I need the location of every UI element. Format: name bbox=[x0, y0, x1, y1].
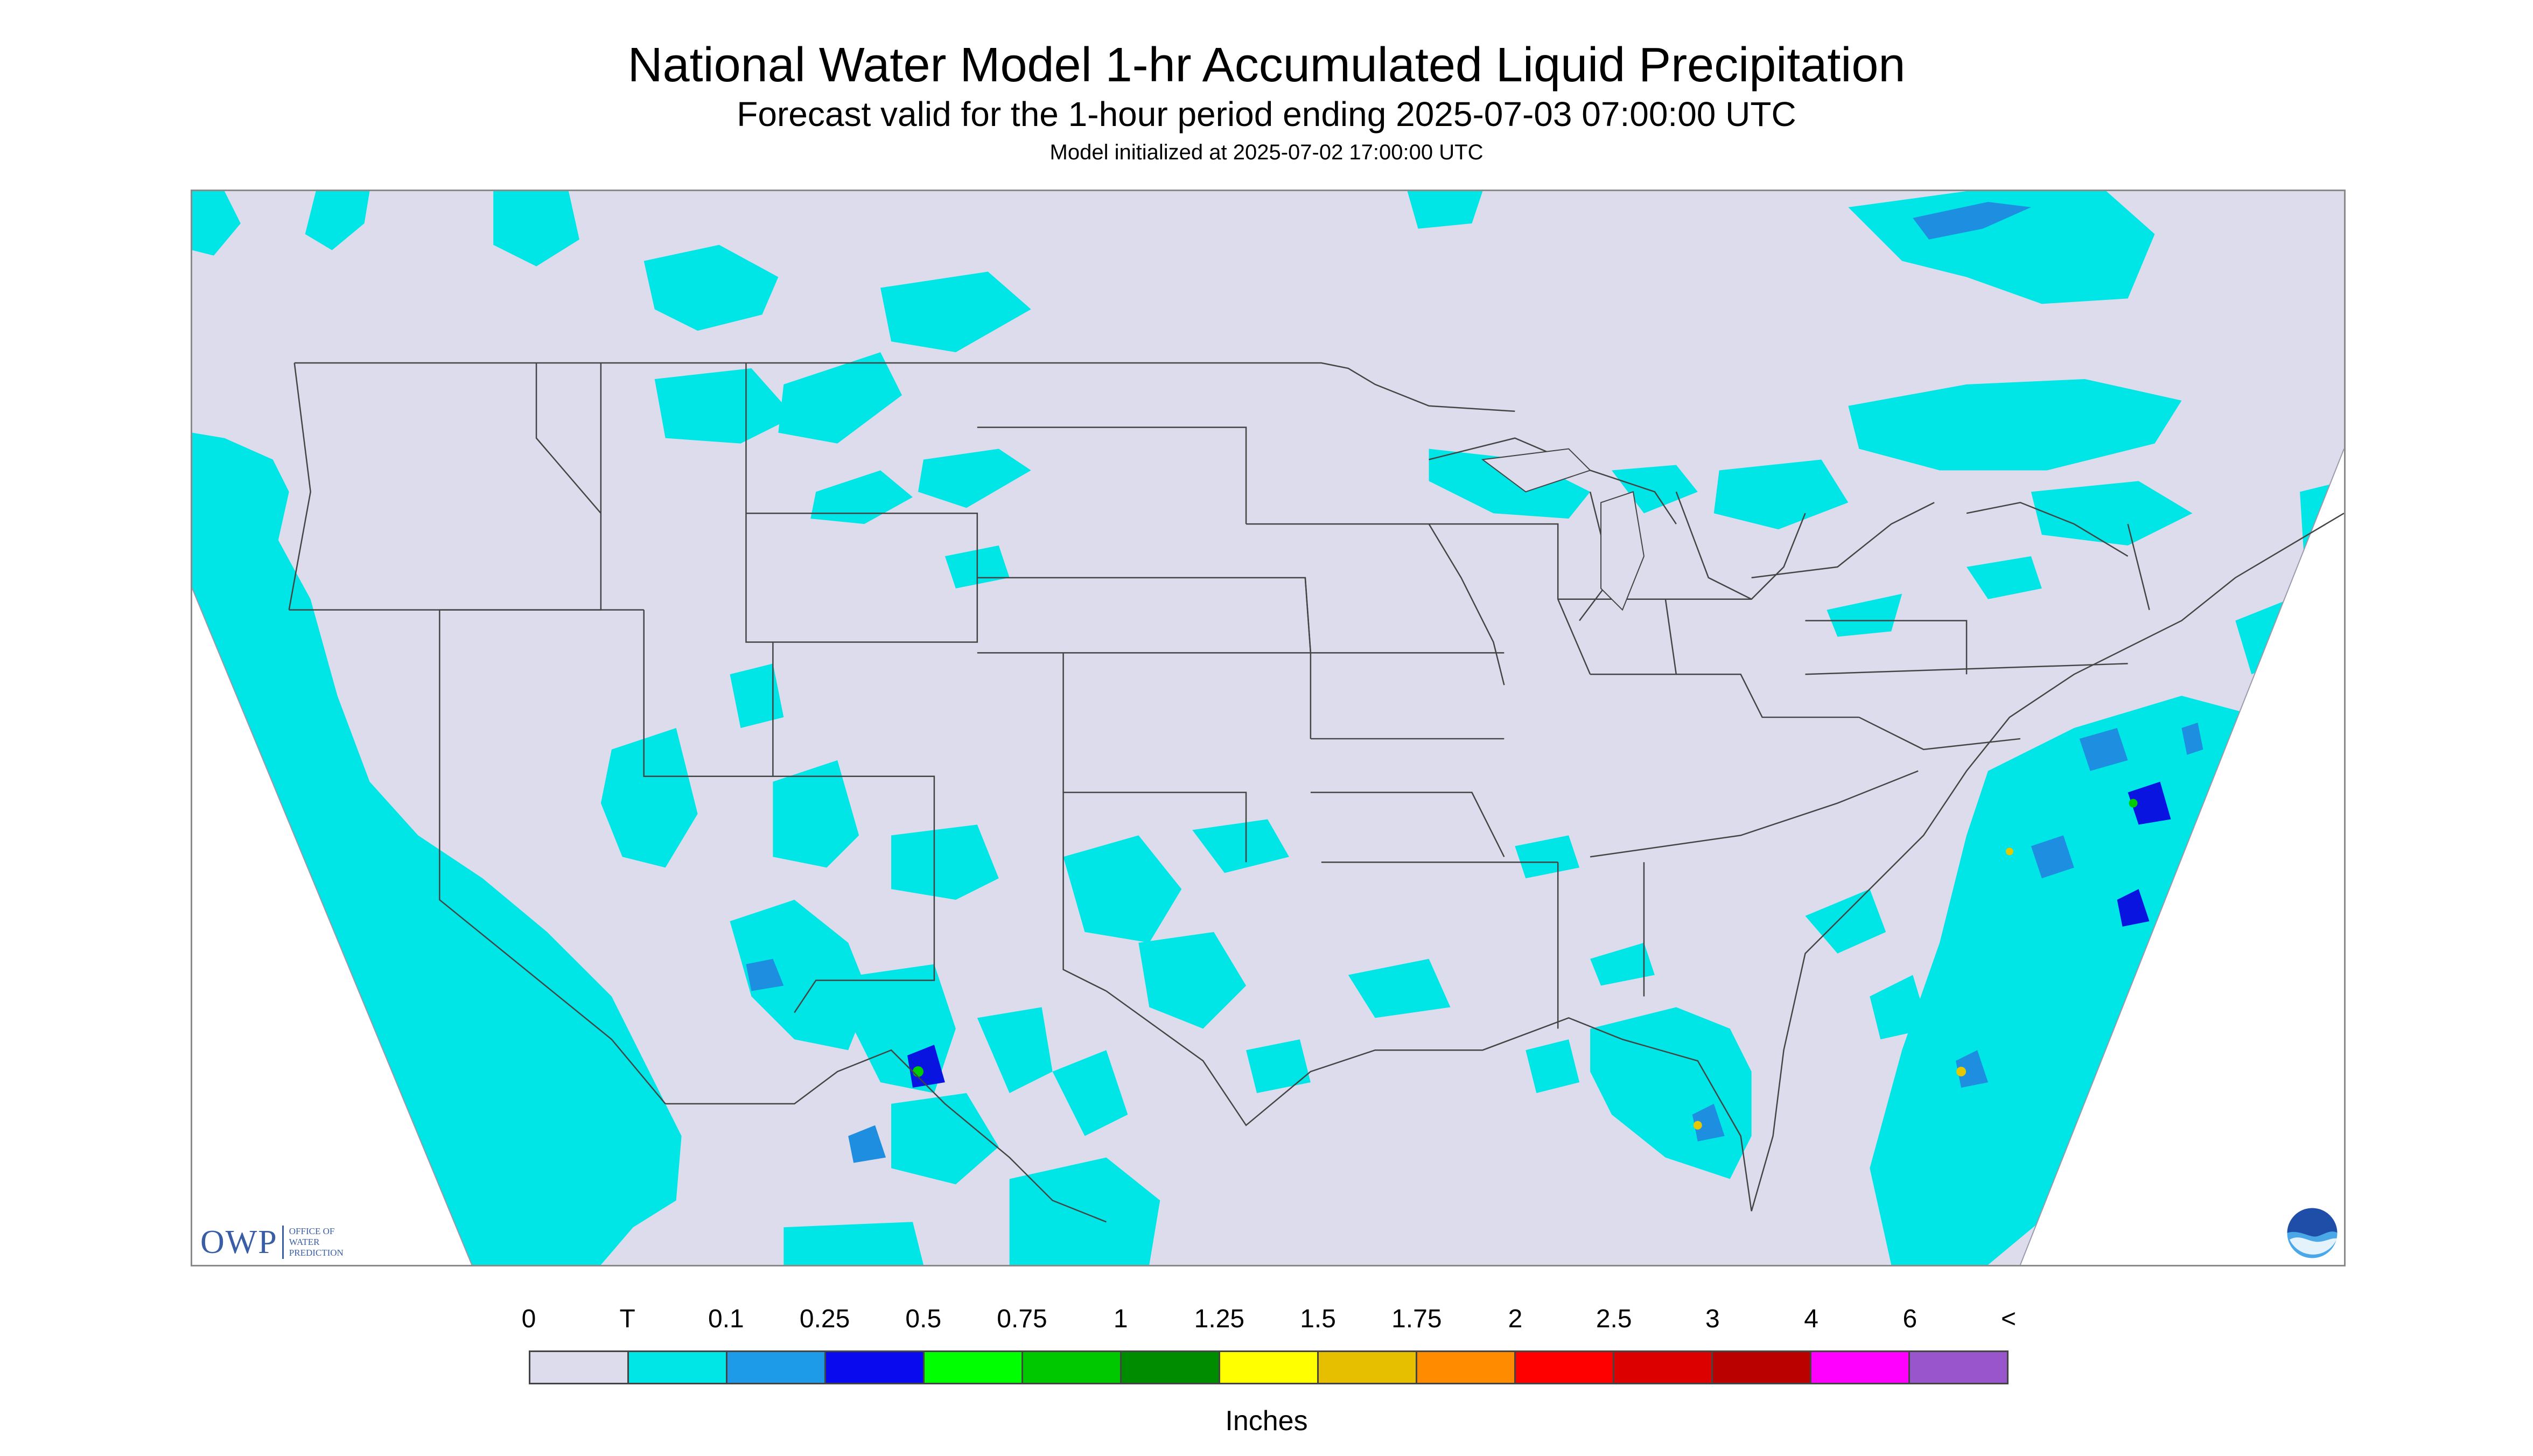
heavy-precip-layer bbox=[746, 201, 2203, 1163]
legend-swatch bbox=[1417, 1352, 1516, 1383]
legend-swatch bbox=[1910, 1352, 2007, 1383]
legend-swatch bbox=[1319, 1352, 1417, 1383]
legend-label: 0 bbox=[521, 1305, 536, 1333]
great-lakes bbox=[1481, 448, 1645, 611]
legend-swatch bbox=[1713, 1352, 1811, 1383]
legend-label: 1 bbox=[1113, 1305, 1128, 1333]
legend-label: 0.5 bbox=[905, 1305, 942, 1333]
legend-swatch bbox=[1614, 1352, 1713, 1383]
legend-swatch bbox=[1220, 1352, 1319, 1383]
legend-label: < bbox=[2000, 1305, 2017, 1333]
legend-label: T bbox=[619, 1305, 635, 1333]
legend-swatch bbox=[826, 1352, 925, 1383]
legend-swatch bbox=[1811, 1352, 1910, 1383]
forecast-valid-subtitle: Forecast valid for the 1-hour period end… bbox=[737, 95, 1796, 134]
noaa-emblem-icon bbox=[2285, 1206, 2339, 1260]
legend-label: 1.25 bbox=[1194, 1305, 1245, 1333]
owp-logo: OWP OFFICE OF WATER PREDICTION bbox=[200, 1223, 344, 1261]
legend-label: 2.5 bbox=[1596, 1305, 1632, 1333]
model-init-text: Model initialized at 2025-07-02 17:00:00… bbox=[1049, 141, 1484, 164]
legend-label: 0.75 bbox=[997, 1305, 1047, 1333]
legend-label: 4 bbox=[1804, 1305, 1818, 1333]
legend-swatch bbox=[1122, 1352, 1220, 1383]
legend-label: 0.25 bbox=[799, 1305, 850, 1333]
legend-label: 0.1 bbox=[708, 1305, 744, 1333]
legend-label: 3 bbox=[1705, 1305, 1720, 1333]
legend-labels: 0 T 0.1 0.25 0.5 0.75 1 1.25 1.5 1.75 2 2.5 3 4 6 < bbox=[0, 1303, 2533, 1335]
legend-label: 6 bbox=[1902, 1305, 1918, 1333]
legend-swatch bbox=[1516, 1352, 1614, 1383]
domain-edge bbox=[192, 449, 2344, 1265]
precipitation-map bbox=[191, 190, 2346, 1266]
owp-divider bbox=[282, 1226, 284, 1259]
owp-text: OFFICE OF WATER PREDICTION bbox=[289, 1226, 344, 1258]
legend-color-bar bbox=[529, 1350, 2009, 1384]
owp-line-2: WATER bbox=[289, 1237, 320, 1247]
legend-swatch bbox=[530, 1352, 629, 1383]
noaa-logo bbox=[2285, 1206, 2339, 1260]
legend-swatch bbox=[727, 1352, 826, 1383]
legend-label: 2 bbox=[1508, 1305, 1523, 1333]
owp-line-1: OFFICE OF bbox=[289, 1226, 335, 1236]
model-domain-area bbox=[192, 191, 2344, 1265]
legend-swatch bbox=[925, 1352, 1023, 1383]
legend-swatch bbox=[629, 1352, 727, 1383]
legend-label: 1.5 bbox=[1300, 1305, 1336, 1333]
owp-line-3: PREDICTION bbox=[289, 1248, 344, 1258]
legend-units: Inches bbox=[1225, 1405, 1308, 1437]
map-canvas bbox=[192, 191, 2344, 1265]
legend-label: 1.75 bbox=[1391, 1305, 1442, 1333]
owp-mark: OWP bbox=[200, 1224, 278, 1261]
map-title: National Water Model 1-hr Accumulated Li… bbox=[627, 38, 1906, 92]
legend-swatch bbox=[1023, 1352, 1122, 1383]
